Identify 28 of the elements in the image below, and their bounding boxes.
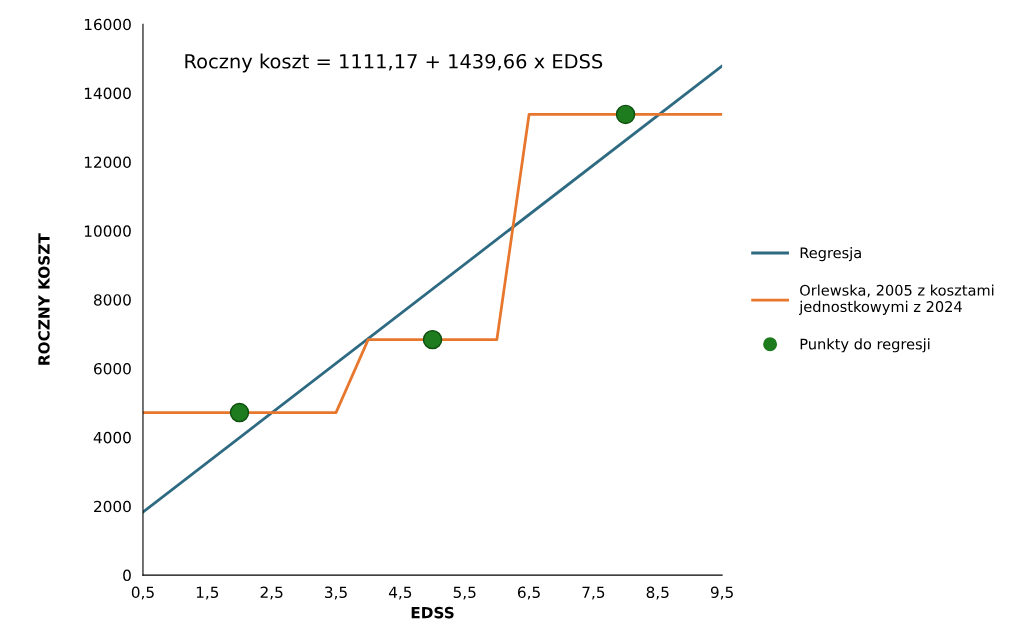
- x-tick-label: 2,5: [260, 586, 283, 600]
- y-tick-label: 14000: [84, 87, 131, 100]
- y-tick-label: 0: [123, 569, 131, 582]
- point: [615, 104, 636, 125]
- x-tick-label: 6,5: [517, 586, 540, 600]
- point: [229, 402, 250, 423]
- y-tick-label: 6000: [94, 363, 131, 375]
- y-tick-label: 4000: [93, 431, 131, 444]
- x-axis-title: EDSS: [411, 606, 454, 619]
- legend-label: Orlewska, 2005 z kosztami jednostkowymi z 2024: [798, 284, 994, 315]
- y-tick-label: 2000: [94, 500, 131, 513]
- legend-label: Regresja: [800, 247, 861, 262]
- x-tick-label: 7,5: [582, 586, 605, 600]
- x-tick-label: 9,5: [710, 586, 733, 600]
- y-tick-label: 12000: [84, 156, 131, 169]
- x-tick-label: 8,5: [646, 586, 669, 600]
- y-tick-label: 10000: [84, 225, 131, 237]
- annotation: Roczny koszt = 1111,17 + 1439,66 x EDSS: [185, 53, 603, 73]
- x-tick-label: 5,5: [453, 586, 476, 600]
- x-tick-label: 1,5: [196, 586, 219, 600]
- x-tick-label: 0,5: [131, 586, 154, 600]
- y-tick-label: 8000: [94, 294, 131, 306]
- y-axis-title: ROCZNY KOSZT: [38, 233, 50, 365]
- legend-label: Punkty do regresji: [800, 338, 930, 353]
- x-tick-label: 3,5: [325, 586, 347, 600]
- y-tick-label: 16000: [84, 18, 131, 31]
- point: [422, 329, 443, 350]
- x-tick-label: 4,5: [388, 586, 412, 600]
